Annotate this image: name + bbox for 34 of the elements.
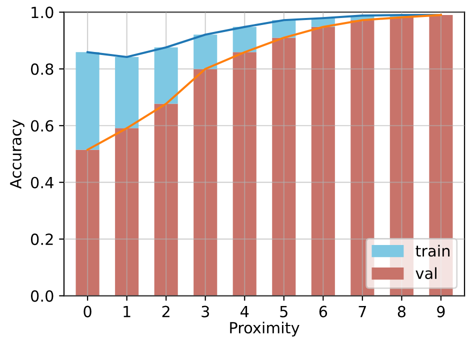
bar <box>115 56 139 128</box>
x-tick-label: 2 <box>162 306 170 318</box>
y-tick-label: 0.2 <box>30 234 53 246</box>
x-tick-label: 1 <box>124 306 130 318</box>
bar <box>272 38 296 296</box>
y-axis-title: Accuracy <box>10 120 24 189</box>
x-tick-label: 3 <box>202 306 209 318</box>
x-tick-label: 5 <box>280 306 288 318</box>
bar <box>232 52 256 296</box>
y-tick-label: 0.0 <box>30 290 54 302</box>
bar <box>194 68 218 296</box>
y-tick-label: 1.0 <box>32 6 54 18</box>
line-series <box>86 14 442 151</box>
x-tick-label: 8 <box>398 306 406 318</box>
y-tick-label: 0.8 <box>30 63 54 75</box>
x-tick-label: 6 <box>319 306 328 318</box>
bar <box>194 34 218 69</box>
legend-label: val <box>416 267 436 280</box>
x-tick-label: 4 <box>240 306 249 318</box>
bar <box>115 128 139 296</box>
bar <box>311 26 335 296</box>
x-axis-title: Proximity <box>230 322 300 336</box>
bar <box>350 20 374 296</box>
x-tick-label: 9 <box>437 306 445 318</box>
y-tick-label: 0.4 <box>30 176 54 188</box>
bar <box>76 52 100 150</box>
bar <box>154 104 178 296</box>
x-tick-label: 0 <box>84 306 92 318</box>
bar <box>154 47 178 104</box>
y-tick-label: 0.6 <box>30 120 54 132</box>
x-tick-label: 7 <box>358 306 366 318</box>
bar <box>232 26 256 52</box>
bar <box>76 150 100 296</box>
legend-label: train <box>416 244 450 257</box>
